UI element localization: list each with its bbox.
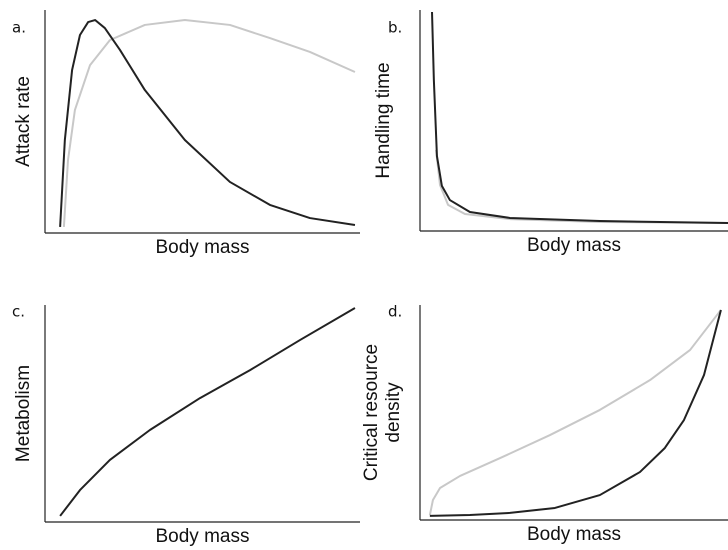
panel-label: a. bbox=[12, 19, 26, 37]
panel-label: c. bbox=[12, 303, 25, 321]
x-axis-label: Body mass bbox=[156, 237, 250, 258]
curve bbox=[62, 19, 356, 228]
panel-label: b. bbox=[388, 19, 402, 37]
y-axis-label: Critical resource bbox=[361, 344, 382, 481]
y-axis-label: Metabolism bbox=[13, 365, 34, 462]
curve bbox=[431, 11, 728, 225]
x-axis-label: Body mass bbox=[156, 526, 250, 547]
curve bbox=[429, 309, 722, 517]
y-axis-label: density bbox=[383, 382, 404, 443]
y-axis-label: Attack rate bbox=[13, 76, 34, 167]
y-axis-label: Handling time bbox=[373, 62, 394, 178]
x-axis-label: Body mass bbox=[527, 235, 621, 256]
curve bbox=[428, 309, 722, 516]
x-axis-label: Body mass bbox=[527, 524, 621, 545]
curve bbox=[59, 19, 356, 228]
curve bbox=[59, 307, 356, 517]
curve bbox=[435, 149, 728, 225]
panel-label: d. bbox=[388, 303, 402, 321]
